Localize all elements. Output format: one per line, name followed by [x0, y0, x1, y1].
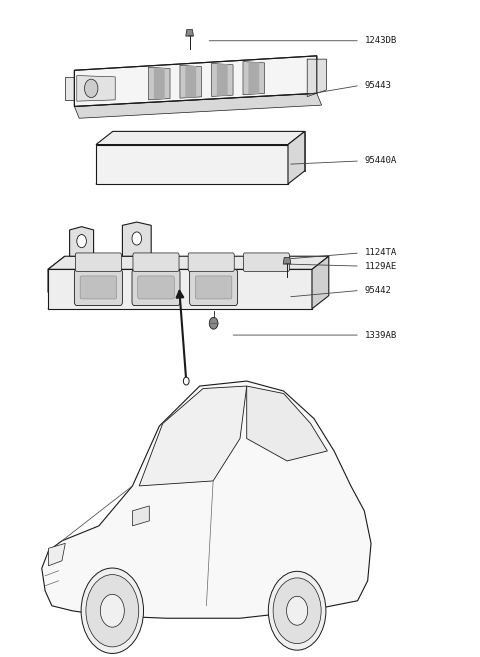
Polygon shape	[96, 145, 288, 184]
FancyBboxPatch shape	[80, 276, 117, 299]
Circle shape	[209, 317, 218, 329]
Circle shape	[183, 377, 189, 385]
FancyBboxPatch shape	[132, 269, 180, 306]
Polygon shape	[74, 56, 317, 106]
FancyBboxPatch shape	[75, 253, 121, 271]
Polygon shape	[307, 59, 326, 97]
Polygon shape	[186, 30, 193, 36]
Polygon shape	[48, 543, 65, 566]
Polygon shape	[217, 64, 228, 96]
Polygon shape	[180, 65, 202, 98]
Circle shape	[268, 572, 326, 650]
Polygon shape	[212, 64, 233, 97]
FancyBboxPatch shape	[74, 269, 122, 306]
Text: 1339AB: 1339AB	[365, 330, 397, 340]
FancyBboxPatch shape	[195, 276, 232, 299]
Polygon shape	[70, 227, 94, 256]
Polygon shape	[148, 67, 170, 100]
Polygon shape	[48, 269, 312, 309]
PathPatch shape	[139, 386, 247, 486]
Circle shape	[84, 79, 98, 98]
Circle shape	[100, 595, 124, 627]
FancyBboxPatch shape	[243, 253, 289, 271]
Circle shape	[81, 568, 144, 654]
Polygon shape	[248, 62, 259, 94]
Circle shape	[77, 235, 86, 248]
Polygon shape	[122, 222, 151, 256]
Polygon shape	[74, 93, 322, 118]
Polygon shape	[185, 66, 196, 97]
FancyBboxPatch shape	[133, 253, 179, 271]
Text: 1124TA: 1124TA	[365, 248, 397, 258]
Circle shape	[86, 575, 139, 647]
Polygon shape	[288, 131, 305, 184]
Circle shape	[287, 597, 308, 625]
FancyBboxPatch shape	[138, 276, 174, 299]
FancyBboxPatch shape	[190, 269, 238, 306]
Polygon shape	[132, 506, 149, 526]
Text: 1243DB: 1243DB	[365, 36, 397, 45]
Polygon shape	[48, 256, 65, 292]
Text: 1129AE: 1129AE	[365, 261, 397, 271]
Text: 95440A: 95440A	[365, 156, 397, 166]
Polygon shape	[77, 76, 115, 101]
Polygon shape	[48, 256, 329, 269]
Polygon shape	[283, 258, 291, 264]
Text: 95442: 95442	[365, 286, 392, 295]
PathPatch shape	[42, 381, 371, 618]
Circle shape	[132, 232, 142, 245]
Polygon shape	[154, 68, 165, 99]
Circle shape	[273, 578, 321, 644]
Polygon shape	[96, 131, 305, 145]
Text: 95443: 95443	[365, 81, 392, 90]
Polygon shape	[243, 62, 264, 95]
Polygon shape	[65, 77, 79, 100]
Polygon shape	[312, 256, 329, 309]
PathPatch shape	[247, 386, 327, 461]
FancyBboxPatch shape	[188, 253, 234, 271]
